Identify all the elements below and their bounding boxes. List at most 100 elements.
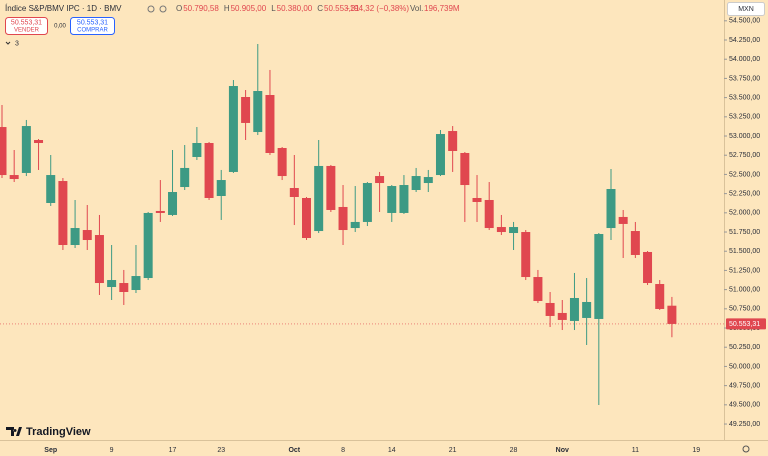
candle-body	[131, 276, 141, 291]
candle-body	[314, 165, 324, 232]
candle-body	[594, 234, 604, 319]
currency-box[interactable]	[727, 2, 765, 16]
candle-body	[411, 176, 421, 191]
candle-body	[496, 227, 506, 233]
candle-body	[302, 197, 311, 239]
candle-body	[168, 192, 178, 215]
indicator-count[interactable]: 3	[15, 40, 19, 47]
x-tick-label: Oct	[288, 447, 300, 454]
candle-body	[277, 147, 287, 177]
candle-body	[204, 143, 214, 198]
candle-body	[460, 152, 470, 186]
candle-body	[557, 312, 567, 320]
ohlc-value: 50.380,00	[277, 4, 313, 13]
x-tick-label: 17	[169, 447, 177, 454]
candle-body	[423, 177, 433, 184]
y-tick-label: 52.750,00	[729, 152, 760, 159]
candle-body	[472, 197, 482, 202]
y-tick-label: 54.250,00	[729, 37, 760, 44]
candle-body	[155, 210, 165, 213]
y-tick-label: 54.000,00	[729, 56, 760, 63]
x-tick-label: 19	[692, 447, 700, 454]
candle-body	[533, 277, 543, 301]
candle-body	[9, 175, 19, 180]
y-tick-label: 50.750,00	[729, 306, 760, 313]
candle-body	[435, 134, 445, 176]
x-tick-label: 8	[341, 447, 345, 454]
candle-body	[82, 230, 92, 241]
candle-body	[484, 199, 494, 229]
ohlc-value: 50.905,00	[231, 4, 267, 13]
buy-label[interactable]: COMPRAR	[77, 28, 108, 34]
candle-body	[582, 301, 592, 318]
candle-body	[253, 91, 263, 133]
x-tick-label: 14	[388, 447, 396, 454]
change: −194,32 (−0,38%)	[345, 4, 409, 13]
candle-body	[326, 165, 336, 210]
ohlc-letter: L	[271, 4, 276, 13]
candle-body	[70, 228, 80, 245]
candle-body	[107, 280, 117, 288]
y-tick-label: 51.500,00	[729, 248, 760, 255]
candle-body	[241, 97, 251, 123]
sell-button[interactable]	[5, 17, 48, 35]
candle-body	[521, 232, 531, 278]
candle-body	[448, 131, 458, 151]
x-tick-label: Nov	[556, 447, 569, 454]
y-tick-label: 49.250,00	[729, 421, 760, 428]
ohlc-value: 50.553,31	[324, 4, 360, 13]
ohlc-value: 50.790,58	[183, 4, 219, 13]
logo-icon[interactable]	[6, 427, 22, 436]
candle-body	[216, 180, 226, 196]
candle-body	[143, 212, 153, 279]
chevron[interactable]	[5, 41, 11, 45]
y-tick-label: 53.000,00	[729, 133, 760, 140]
candle-body	[0, 127, 7, 176]
sell-label[interactable]: VENDER	[14, 28, 40, 34]
plot	[0, 44, 677, 405]
candle-body	[399, 185, 409, 213]
x-tick-label: 11	[632, 447, 639, 454]
y-tick-label: 51.750,00	[729, 229, 760, 236]
candle-body	[667, 305, 677, 324]
candle-body	[606, 189, 616, 229]
candle-body	[338, 206, 348, 231]
sell-price[interactable]: 50.553,31	[11, 19, 42, 26]
ohlc: O 50.790,58 H 50.905,00 L 50.380,00 C 50.553,31	[176, 4, 360, 13]
y-tick-label: 54.500,00	[729, 18, 760, 25]
ohlc-letter: H	[224, 4, 230, 13]
candle-body	[58, 181, 68, 245]
logo[interactable]: TradingView	[26, 426, 91, 438]
candle-body	[362, 183, 372, 222]
candle-body	[387, 186, 397, 213]
buy-price[interactable]: 50.553,31	[77, 19, 108, 26]
candle-body	[350, 221, 360, 229]
settings-icon[interactable]	[742, 445, 750, 453]
icon[interactable]	[159, 5, 167, 13]
y-tick-label: 52.500,00	[729, 171, 760, 178]
candle-body	[618, 216, 628, 224]
candle-body	[375, 176, 385, 184]
last-price-box	[726, 318, 766, 330]
y-tick-label: 51.000,00	[729, 286, 760, 293]
buy-button[interactable]	[70, 17, 115, 35]
y-tick-label: 52.000,00	[729, 210, 760, 217]
y-tick-label: 51.250,00	[729, 267, 760, 274]
currency[interactable]: MXN	[738, 6, 754, 13]
ohlc-letter: O	[176, 4, 182, 13]
candle-body	[630, 231, 640, 255]
symbol[interactable]: Índice S&P/BMV IPC · 1D · BMV	[5, 4, 122, 13]
candle-body	[21, 126, 31, 173]
candle-body	[545, 302, 555, 316]
x-tick-label: 21	[449, 447, 457, 454]
icon[interactable]	[147, 5, 155, 13]
y-tick-label: 53.250,00	[729, 114, 760, 121]
candle-body	[94, 235, 104, 284]
y-tick-label: 52.250,00	[729, 190, 760, 197]
y-tick-label: 49.500,00	[729, 402, 760, 409]
last-price-label: 50.553,31	[729, 321, 760, 328]
candle-body	[265, 95, 275, 153]
